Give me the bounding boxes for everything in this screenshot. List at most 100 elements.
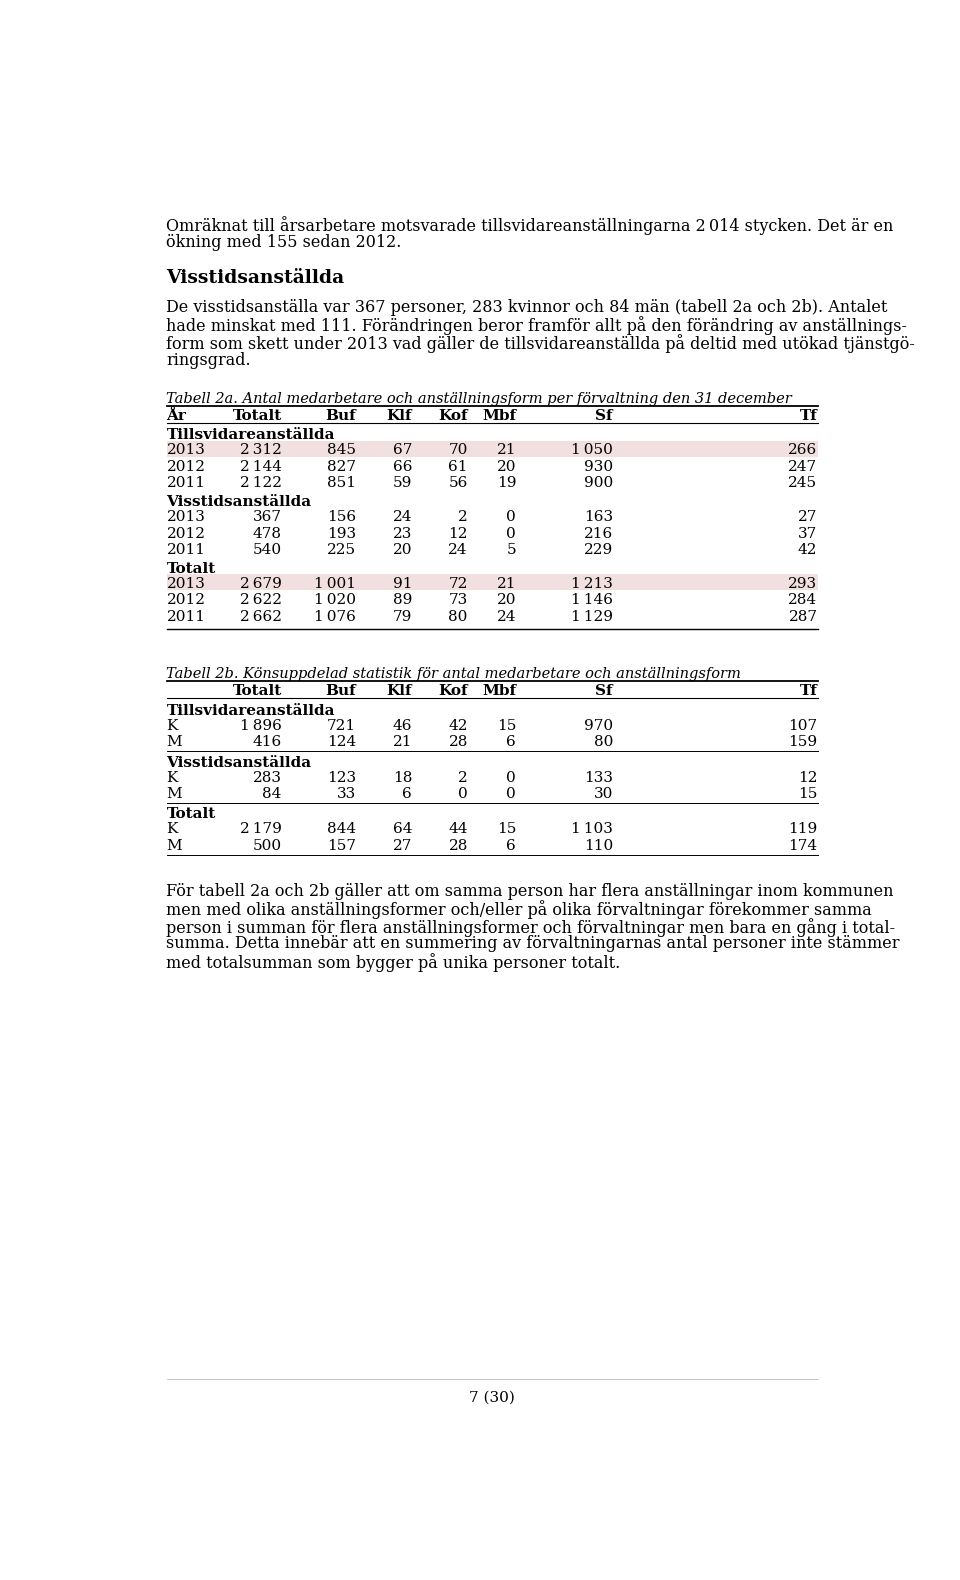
Text: 30: 30	[593, 787, 612, 801]
Text: Buf: Buf	[325, 684, 356, 698]
Text: K: K	[166, 719, 178, 733]
Text: 27: 27	[798, 510, 818, 525]
Text: Totalt: Totalt	[232, 684, 282, 698]
Text: 293: 293	[788, 577, 818, 591]
Text: 844: 844	[327, 822, 356, 836]
Text: 193: 193	[327, 526, 356, 540]
Text: 283: 283	[252, 771, 282, 785]
Text: Totalt: Totalt	[166, 807, 216, 822]
Text: 133: 133	[584, 771, 612, 785]
Text: M: M	[166, 787, 182, 801]
Text: Tillsvidareanställda: Tillsvidareanställda	[166, 428, 335, 442]
Text: Visstidsanställda: Visstidsanställda	[166, 269, 345, 288]
Text: 827: 827	[327, 460, 356, 474]
Text: summa. Detta innebär att en summering av förvaltningarnas antal personer inte st: summa. Detta innebär att en summering av…	[166, 935, 900, 953]
Text: 174: 174	[788, 839, 818, 853]
Text: 123: 123	[327, 771, 356, 785]
Text: 245: 245	[788, 477, 818, 490]
Text: 33: 33	[337, 787, 356, 801]
Text: 247: 247	[788, 460, 818, 474]
Text: 2013: 2013	[166, 444, 205, 457]
Text: 18: 18	[393, 771, 412, 785]
Text: 56: 56	[448, 477, 468, 490]
Text: 1 050: 1 050	[571, 444, 612, 457]
Text: 24: 24	[393, 510, 412, 525]
Text: 72: 72	[448, 577, 468, 591]
Text: 24: 24	[448, 544, 468, 558]
Text: 1 020: 1 020	[314, 594, 356, 607]
Text: Visstidsanställda: Visstidsanställda	[166, 755, 312, 769]
Text: 266: 266	[788, 444, 818, 457]
Text: 20: 20	[496, 460, 516, 474]
Text: Tabell 2a. Antal medarbetare och anställningsform per förvaltning den 31 decembe: Tabell 2a. Antal medarbetare och anställ…	[166, 392, 792, 406]
Text: 0: 0	[507, 787, 516, 801]
Text: K: K	[166, 771, 178, 785]
Text: 2013: 2013	[166, 510, 205, 525]
Text: 80: 80	[593, 735, 612, 749]
Text: 1 103: 1 103	[571, 822, 612, 836]
Text: 2011: 2011	[166, 477, 205, 490]
Text: hade minskat med 111. Förändringen beror framför allt på den förändring av anstä: hade minskat med 111. Förändringen beror…	[166, 316, 907, 335]
Text: För tabell 2a och 2b gäller att om samma person har flera anställningar inom kom: För tabell 2a och 2b gäller att om samma…	[166, 883, 894, 899]
Text: 0: 0	[458, 787, 468, 801]
Text: 2 179: 2 179	[240, 822, 282, 836]
Text: Omräknat till årsarbetare motsvarade tillsvidareanställningarna 2 014 stycken. D: Omräknat till årsarbetare motsvarade til…	[166, 216, 894, 235]
Text: 930: 930	[584, 460, 612, 474]
Text: 27: 27	[393, 839, 412, 853]
Text: 119: 119	[788, 822, 818, 836]
Text: 1 129: 1 129	[571, 610, 612, 624]
Text: 79: 79	[393, 610, 412, 624]
Text: 59: 59	[393, 477, 412, 490]
Text: 23: 23	[393, 526, 412, 540]
FancyBboxPatch shape	[166, 575, 818, 591]
Text: 21: 21	[496, 444, 516, 457]
Text: 2012: 2012	[166, 460, 205, 474]
Text: Tf: Tf	[800, 409, 818, 423]
Text: 416: 416	[252, 735, 282, 749]
Text: 367: 367	[252, 510, 282, 525]
Text: 478: 478	[252, 526, 282, 540]
Text: 0: 0	[507, 526, 516, 540]
Text: 216: 216	[584, 526, 612, 540]
Text: 12: 12	[448, 526, 468, 540]
Text: 66: 66	[393, 460, 412, 474]
Text: 1 213: 1 213	[571, 577, 612, 591]
Text: 28: 28	[448, 735, 468, 749]
Text: 15: 15	[497, 822, 516, 836]
Text: 2: 2	[458, 771, 468, 785]
Text: 5: 5	[507, 544, 516, 558]
Text: 2013: 2013	[166, 577, 205, 591]
Text: ringsgrad.: ringsgrad.	[166, 352, 252, 368]
Text: 6: 6	[507, 735, 516, 749]
Text: 80: 80	[448, 610, 468, 624]
Text: 6: 6	[402, 787, 412, 801]
Text: 2 679: 2 679	[240, 577, 282, 591]
Text: År: År	[166, 409, 186, 423]
Text: 2: 2	[458, 510, 468, 525]
Text: 157: 157	[327, 839, 356, 853]
Text: 91: 91	[393, 577, 412, 591]
Text: Sf: Sf	[595, 684, 612, 698]
Text: 42: 42	[448, 719, 468, 733]
Text: ökning med 155 sedan 2012.: ökning med 155 sedan 2012.	[166, 234, 402, 251]
Text: 1 076: 1 076	[314, 610, 356, 624]
Text: 64: 64	[393, 822, 412, 836]
Text: Tabell 2b. Könsuppdelad statistik för antal medarbetare och anställningsform: Tabell 2b. Könsuppdelad statistik för an…	[166, 667, 741, 681]
Text: Sf: Sf	[595, 409, 612, 423]
Text: 61: 61	[448, 460, 468, 474]
Text: 20: 20	[393, 544, 412, 558]
Text: 0: 0	[507, 771, 516, 785]
Text: De visstidsanställa var 367 personer, 283 kvinnor och 84 män (tabell 2a och 2b).: De visstidsanställa var 367 personer, 28…	[166, 299, 888, 316]
Text: Klf: Klf	[386, 409, 412, 423]
Text: 21: 21	[496, 577, 516, 591]
Text: 1 146: 1 146	[571, 594, 612, 607]
Text: med totalsumman som bygger på unika personer totalt.: med totalsumman som bygger på unika pers…	[166, 953, 621, 972]
Text: men med olika anställningsformer och/eller på olika förvaltningar förekommer sam: men med olika anställningsformer och/ell…	[166, 901, 873, 920]
Text: Mbf: Mbf	[482, 684, 516, 698]
Text: Klf: Klf	[386, 684, 412, 698]
Text: 124: 124	[327, 735, 356, 749]
Text: 6: 6	[507, 839, 516, 853]
Text: 225: 225	[327, 544, 356, 558]
Text: 107: 107	[788, 719, 818, 733]
Text: form som skett under 2013 vad gäller de tillsvidareanställda på deltid med utöka: form som skett under 2013 vad gäller de …	[166, 333, 916, 352]
